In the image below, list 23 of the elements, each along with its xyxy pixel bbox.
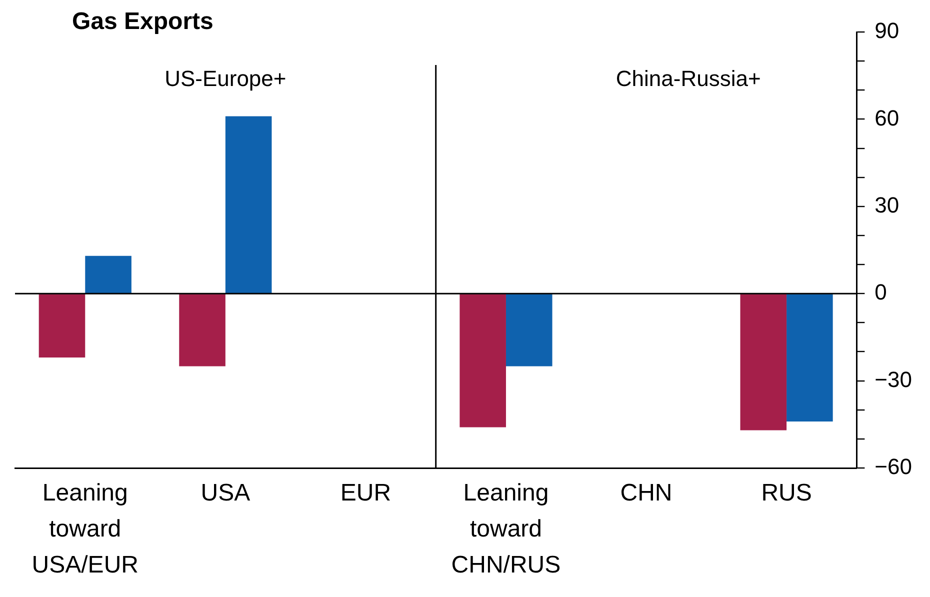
- x-tick-label: Leaning toward USA/EUR: [32, 480, 138, 579]
- y-tick-label: 90: [874, 18, 900, 44]
- chart-title: Gas Exports: [72, 8, 214, 36]
- x-tick-label: RUS: [761, 480, 812, 507]
- bar: [85, 256, 132, 294]
- bar: [460, 294, 506, 428]
- bar: [38, 294, 86, 358]
- x-tick-label: EUR: [340, 480, 392, 507]
- x-tick-label: Leaning toward CHN/RUS: [451, 480, 561, 579]
- bar: [225, 116, 272, 294]
- x-tick-label: USA: [200, 480, 250, 507]
- y-tick-label: −60: [874, 454, 912, 480]
- bar: [786, 294, 833, 422]
- annotation: US-Europe+: [164, 66, 286, 92]
- annotation: China-Russia+: [616, 66, 761, 92]
- bar: [179, 294, 226, 366]
- y-tick-label: 60: [874, 105, 900, 130]
- y-tick-label: 0: [874, 280, 887, 305]
- y-tick-label: 30: [874, 192, 900, 218]
- bar: [506, 294, 552, 366]
- y-tick-label: −30: [874, 366, 912, 392]
- x-tick-label: CHN: [620, 480, 672, 507]
- bar: [740, 294, 787, 430]
